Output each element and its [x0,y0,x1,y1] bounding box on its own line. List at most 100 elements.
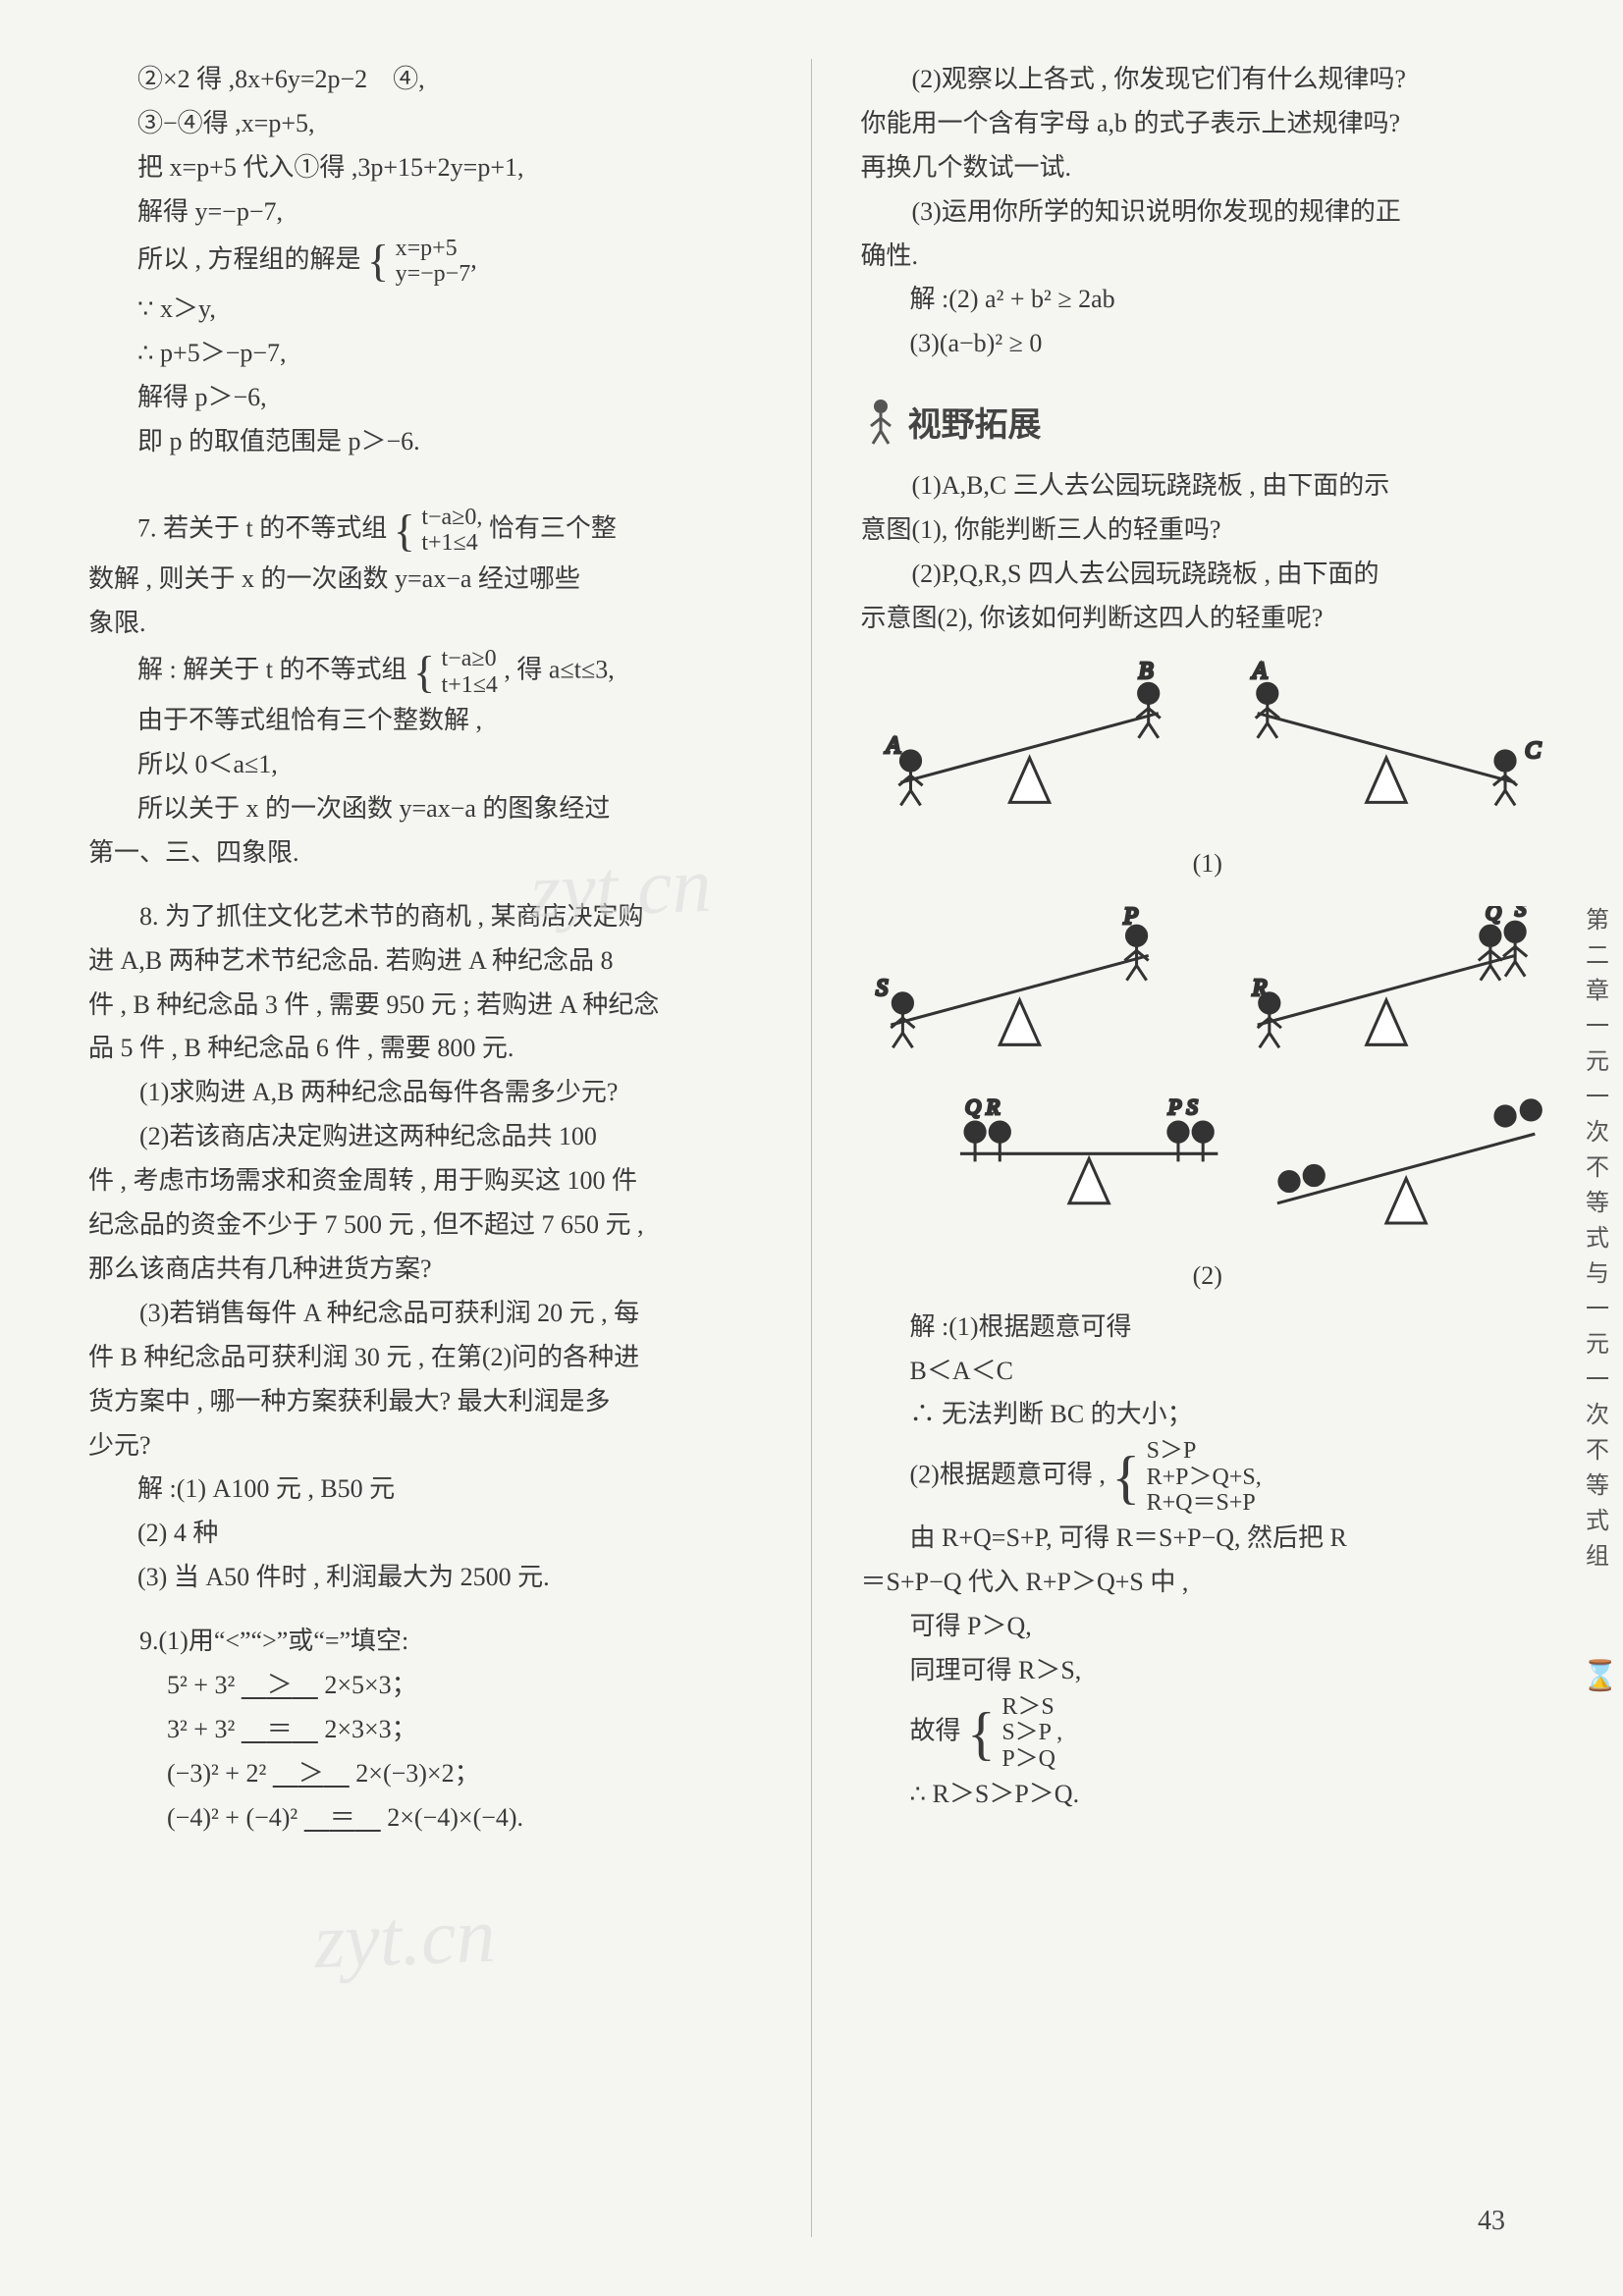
solution-8-line: 解 :(1) A100 元 , B50 元 [88,1468,782,1511]
equation: P＞Q [1001,1746,1062,1772]
person-icon [861,397,900,446]
solution-line: B＜A＜C [861,1351,1555,1393]
left-brace-icon: { [394,510,415,551]
expr-left: (−3)² + 2² [167,1759,266,1788]
section-title: 视野拓展 [908,398,1042,446]
svg-text:Q R: Q R [964,1095,1000,1119]
chapter-side-label: 第二章 一元一次不等式与一元一次不等式组 [1582,903,1613,1575]
text: 7. 若关于 t 的不等式组 [137,513,387,542]
left-brace-icon: { [967,1707,996,1760]
problem-8-line: 件 , B 种纪念品 3 件 , 需要 950 元 ; 若购进 A 种纪念 [88,985,782,1027]
text: 故得 [910,1717,961,1745]
problem-8-line: 纪念品的资金不少于 7 500 元 , 但不超过 7 650 元 , [88,1204,782,1247]
right-column: (2)观察以上各式 , 你发现它们有什么规律吗? 你能用一个含有字母 a,b 的… [832,59,1555,2237]
problem-8-line: 件 , 考虑市场需求和资金周转 , 用于购买这 100 件 [88,1160,782,1202]
problem-7-line: 7. 若关于 t 的不等式组 { t−a≥0, t+1≤4 恰有三个整 [88,505,782,557]
brace-content: R＞S S＞P , P＞Q [1001,1694,1062,1772]
math-line: 所以 , 方程组的解是 { x=p+5 y=−p−7 , [88,236,782,288]
math-line: 把 x=p+5 代入①得 ,3p+15+2y=p+1, [88,147,782,189]
math-line: 即 p 的取值范围是 p＞−6. [88,421,782,463]
blank-answer: ＝ [242,1715,318,1743]
solution-line: 故得 { R＞S S＞P , P＞Q [861,1694,1555,1772]
solution-9-line: 解 :(2) a² + b² ≥ 2ab [861,279,1555,321]
solution-7-line: 解 : 解关于 t 的不等式组 { t−a≥0 t+1≤4 , 得 a≤t≤3, [88,646,782,698]
problem-8-sub3: (3)若销售每件 A 种纪念品可获利润 20 元 , 每 [88,1293,782,1335]
svg-text:P S: P S [1166,1095,1197,1119]
solution-8-line: (3) 当 A50 件时 , 利润最大为 2500 元. [88,1557,782,1599]
problem-9-line: 9.(1)用“<”“>”或“=”填空: [88,1621,782,1663]
expansion-q2: (2)P,Q,R,S 四人去公园玩跷跷板 , 由下面的 [861,554,1555,596]
problem-8-sub2: (2)若该商店决定购进这两种纪念品共 100 [88,1116,782,1158]
text: , 得 a≤t≤3, [504,656,614,684]
svg-text:R: R [1251,975,1267,1001]
equation: t−a≥0 [442,646,498,671]
expansion-q2: 示意图(2), 你该如何判断这四人的轻重呢? [861,598,1555,640]
text-prefix: 所以 , 方程组的解是 [137,244,361,273]
solution-9-line: (3)(a−b)² ≥ 0 [861,323,1555,365]
solution-line: 同理可得 R＞S, [861,1650,1555,1692]
brace-content: t−a≥0 t+1≤4 [442,646,498,698]
problem-9-2: 再换几个数试一试. [861,147,1555,189]
answer: ＞ [298,1759,324,1788]
math-line: ③−④得 ,x=p+5, [88,103,782,145]
figure-1-caption: (1) [861,849,1555,879]
brace-content: S＞P R+P＞Q+S, R+Q＝S+P [1147,1438,1262,1516]
answer: ＝ [330,1803,355,1832]
figure-2-caption: (2) [861,1261,1555,1291]
math-line: ②×2 得 ,8x+6y=2p−2 ④, [88,59,782,101]
solution-line: ∴ R＞S＞P＞Q. [861,1774,1555,1816]
solution-7-line: 第一、三、四象限. [88,832,782,875]
problem-7-line: 数解 , 则关于 x 的一次函数 y=ax−a 经过哪些 [88,559,782,601]
page-number: 43 [1478,2206,1505,2237]
svg-text:P: P [1122,906,1138,930]
brace-content: x=p+5 y=−p−7 [396,236,471,288]
seesaw-figure-1: A B A C [861,654,1555,832]
fill-blank-line: (−4)² + (−4)² ＝ 2×(−4)×(−4). [88,1797,782,1840]
solution-line: 可得 P＞Q, [861,1606,1555,1648]
solution-7-line: 所以关于 x 的一次函数 y=ax−a 的图象经过 [88,788,782,830]
equation: t+1≤4 [421,530,482,556]
expr-left: 3² + 3² [167,1715,235,1743]
equation: x=p+5 [396,236,471,261]
solution-7-line: 由于不等式组恰有三个整数解 , [88,700,782,742]
label-a2: A [1250,658,1267,684]
equation: R+Q＝S+P [1147,1490,1262,1516]
answer: ＞ [267,1671,293,1699]
blank-answer: ＞ [242,1671,318,1699]
problem-9-2: (2)观察以上各式 , 你发现它们有什么规律吗? [861,59,1555,101]
expr-left: (−4)² + (−4)² [167,1803,298,1832]
blank-answer: ＝ [304,1803,381,1832]
problem-8-sub1: (1)求购进 A,B 两种纪念品每件各需多少元? [88,1072,782,1114]
expr-left: 5² + 3² [167,1671,235,1699]
equation: S＞P [1147,1438,1262,1464]
expr-right: 2×(−4)×(−4). [387,1803,523,1832]
label-a: A [884,732,900,759]
math-line: ∵ x＞y, [88,289,782,331]
problem-8-line: 少元? [88,1425,782,1468]
seesaw-figure-2: S P R Q S Q R P S [861,906,1555,1243]
left-brace-icon: { [1111,1451,1140,1504]
svg-text:Q: Q [1485,906,1500,925]
equation: t+1≤4 [442,672,498,698]
expansion-q1: 意图(1), 你能判断三人的轻重吗? [861,509,1555,552]
equation: y=−p−7 [396,261,471,287]
problem-8-line: 品 5 件 , B 种纪念品 6 件 , 需要 800 元. [88,1028,782,1070]
expr-right: 2×3×3； [324,1715,416,1743]
blank-answer: ＞ [273,1759,350,1788]
math-line: ∴ p+5＞−p−7, [88,333,782,375]
hourglass-icon: ⌛ [1582,1659,1613,1693]
comma: , [470,244,477,273]
page-layout: ②×2 得 ,8x+6y=2p−2 ④, ③−④得 ,x=p+5, 把 x=p+… [88,59,1554,2237]
left-brace-icon: { [413,652,435,692]
expr-right: 2×(−3)×2； [355,1759,479,1788]
problem-8-line: 货方案中 , 哪一种方案获利最大? 最大利润是多 [88,1381,782,1423]
problem-9-3: 确性. [861,236,1555,278]
equation: R+P＞Q+S, [1147,1465,1262,1490]
equation: S＞P , [1001,1720,1062,1745]
problem-9-2: 你能用一个含有字母 a,b 的式子表示上述规律吗? [861,103,1555,145]
solution-7-line: 所以 0＜a≤1, [88,744,782,786]
solution-line: (2)根据题意可得 , { S＞P R+P＞Q+S, R+Q＝S+P [861,1438,1555,1516]
svg-text:S: S [1515,906,1526,921]
svg-text:S: S [876,975,888,1001]
brace-content: t−a≥0, t+1≤4 [421,505,482,557]
